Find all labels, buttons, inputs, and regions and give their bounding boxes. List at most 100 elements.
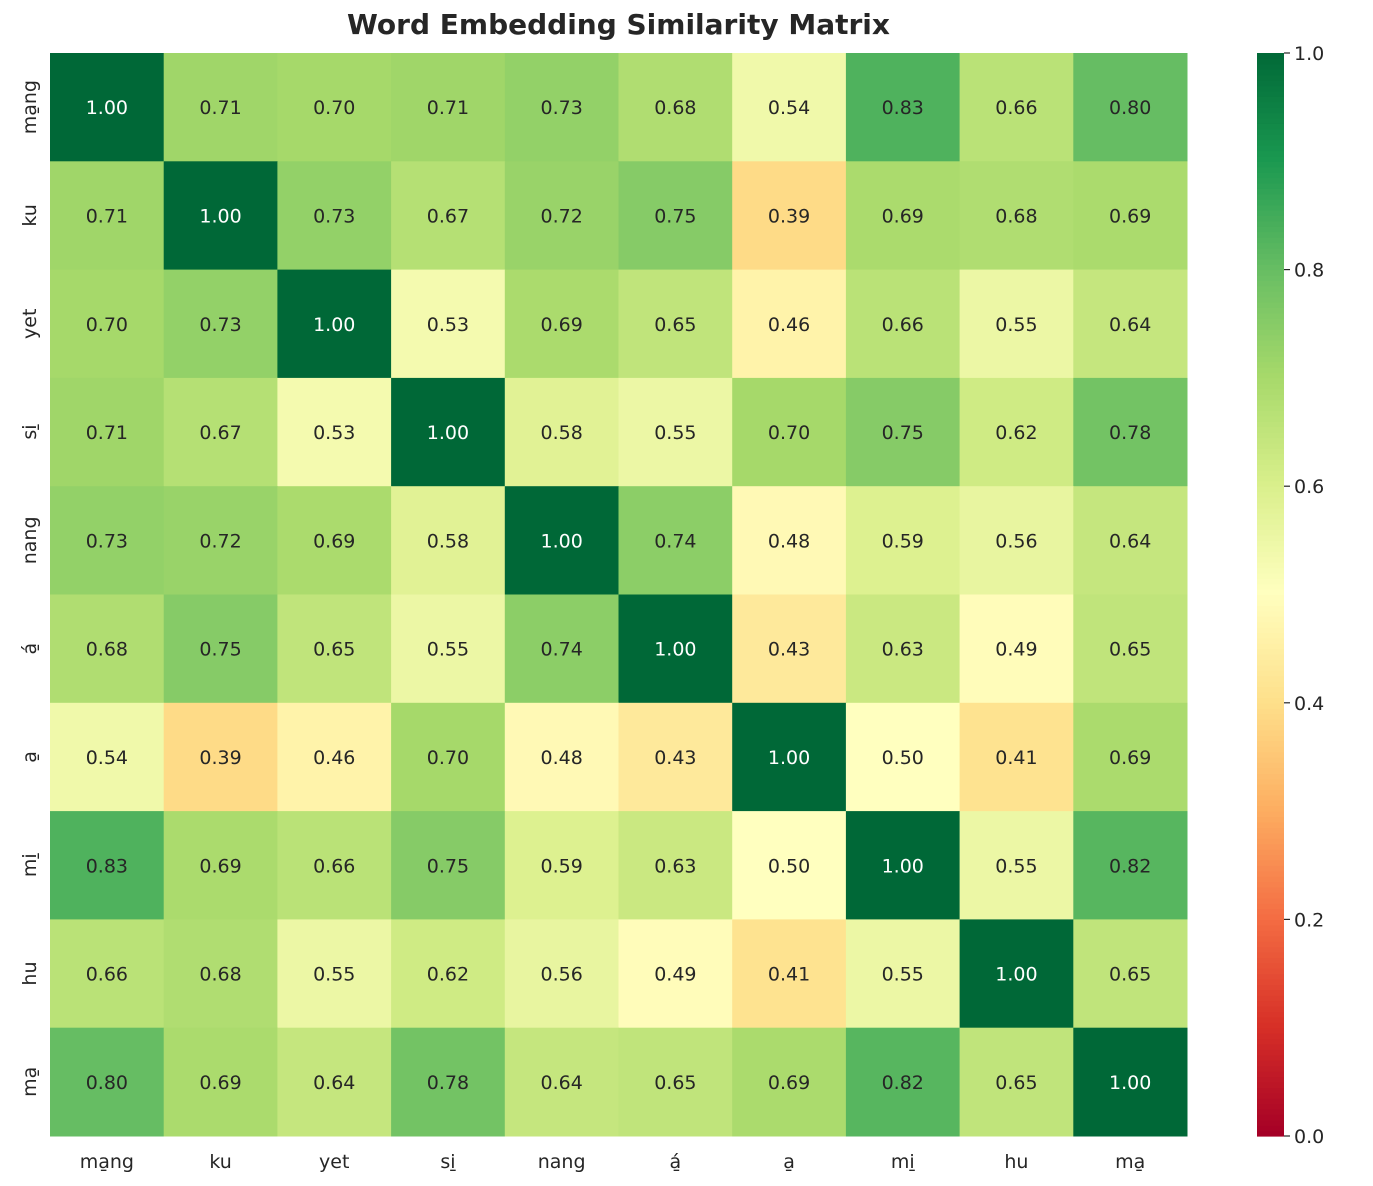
heatmap-cell: [277, 161, 392, 271]
y-tick-label: si̱: [19, 423, 41, 439]
colorbar-segment: [1257, 1016, 1284, 1023]
cell-value-label: 0.73: [313, 205, 355, 227]
heatmap-cell: [163, 486, 278, 595]
colorbar-segment: [1257, 307, 1284, 314]
cell-value-label: 0.70: [86, 314, 128, 336]
heatmap-cell: [391, 269, 506, 379]
heatmap-cell: [504, 269, 619, 379]
cell-value-label: 0.50: [768, 855, 810, 877]
heatmap-cell: [959, 161, 1074, 271]
heatmap-cell: [1073, 53, 1188, 162]
colorbar-segment: [1257, 1054, 1284, 1061]
colorbar-segment: [1257, 497, 1284, 504]
heatmap-cell: [277, 1027, 392, 1137]
heatmap-cell: [845, 594, 961, 704]
colorbar-segment: [1257, 876, 1284, 883]
colorbar-segment: [1257, 204, 1284, 211]
colorbar-segment: [1257, 821, 1284, 828]
colorbar-segment: [1257, 291, 1284, 298]
heatmap-cell: [50, 594, 165, 704]
colorbar-segment: [1257, 112, 1284, 119]
colorbar-segment: [1257, 686, 1284, 693]
x-tick-label: á̱: [670, 1151, 682, 1173]
heatmap-cell: [391, 161, 506, 271]
colorbar-segment: [1257, 784, 1284, 791]
colorbar-segment: [1257, 702, 1284, 709]
colorbar-segment: [1257, 621, 1284, 628]
heatmap-cell: [50, 161, 165, 271]
colorbar-segment: [1257, 199, 1284, 206]
colorbar-tick-label: 0.0: [1294, 1126, 1324, 1148]
cell-value-label: 0.66: [313, 855, 355, 877]
cell-value-label: 0.69: [882, 205, 924, 227]
colorbar-segment: [1257, 399, 1284, 406]
heatmap-cell: [277, 594, 392, 704]
heatmap-cell: [50, 1027, 165, 1137]
colorbar-segment: [1257, 524, 1284, 531]
heatmap-cell: [732, 919, 847, 1029]
heatmap-cell: [163, 702, 278, 812]
colorbar-segment: [1257, 318, 1284, 325]
colorbar-segment: [1257, 941, 1284, 948]
colorbar-segment: [1257, 865, 1284, 872]
colorbar-segment: [1257, 1081, 1284, 1088]
heatmap-cell: [504, 53, 619, 162]
x-tick-label: ku: [209, 1151, 231, 1173]
colorbar-segment: [1257, 903, 1284, 910]
colorbar-segment: [1257, 1098, 1284, 1105]
colorbar-segment: [1257, 459, 1284, 466]
colorbar-segment: [1257, 751, 1284, 758]
colorbar-segment: [1257, 80, 1284, 87]
colorbar-segment: [1257, 410, 1284, 417]
cell-value-label: 0.65: [654, 314, 696, 336]
colorbar-segment: [1257, 719, 1284, 726]
colorbar-segment: [1257, 356, 1284, 363]
heatmap-cell: [50, 53, 165, 162]
colorbar-segment: [1257, 616, 1284, 623]
chart-title: Word Embedding Similarity Matrix: [347, 8, 890, 41]
heatmap-cell: [845, 377, 961, 487]
cell-value-label: 0.62: [427, 964, 469, 986]
colorbar-segment: [1257, 583, 1284, 590]
colorbar-segment: [1257, 166, 1284, 173]
colorbar-segment: [1257, 746, 1284, 753]
cell-value-label: 0.80: [1109, 97, 1151, 119]
cell-value-label: 0.73: [540, 97, 582, 119]
colorbar-segment: [1257, 962, 1284, 969]
colorbar-segment: [1257, 729, 1284, 736]
y-tick-label: ma̱ng: [19, 80, 41, 134]
heatmap-cell: [1073, 486, 1188, 595]
colorbar-segment: [1257, 383, 1284, 390]
colorbar-segment: [1257, 794, 1284, 801]
heatmap-cell: [50, 377, 165, 487]
colorbar-segment: [1257, 231, 1284, 238]
colorbar-segment: [1257, 437, 1284, 444]
colorbar-segment: [1257, 453, 1284, 460]
heatmap-cell: [732, 702, 847, 812]
heatmap-cell: [1073, 269, 1188, 379]
cell-value-label: 0.54: [86, 747, 128, 769]
colorbar-segment: [1257, 946, 1284, 953]
colorbar-tick-label: 0.2: [1294, 909, 1324, 931]
cell-value-label: 0.55: [654, 422, 696, 444]
colorbar-segment: [1257, 838, 1284, 845]
colorbar-segment: [1257, 567, 1284, 574]
colorbar-segment: [1257, 740, 1284, 747]
cell-value-label: 1.00: [882, 855, 924, 877]
cell-value-label: 0.53: [313, 422, 355, 444]
colorbar-segment: [1257, 664, 1284, 671]
cell-value-label: 0.69: [199, 855, 241, 877]
colorbar-segment: [1257, 1076, 1284, 1083]
cell-value-label: 0.58: [427, 530, 469, 552]
heatmap-cell: [163, 377, 278, 487]
heatmap-cell: [50, 919, 165, 1029]
colorbar-segment: [1257, 134, 1284, 141]
heatmap-cell: [618, 702, 733, 812]
cell-value-label: 1.00: [768, 747, 810, 769]
cell-value-label: 0.66: [86, 964, 128, 986]
heatmap-cell: [50, 702, 165, 812]
cell-value-label: 0.78: [427, 1072, 469, 1094]
heatmap-cell: [959, 811, 1074, 920]
cell-value-label: 0.75: [882, 422, 924, 444]
heatmap-cell: [732, 377, 847, 487]
